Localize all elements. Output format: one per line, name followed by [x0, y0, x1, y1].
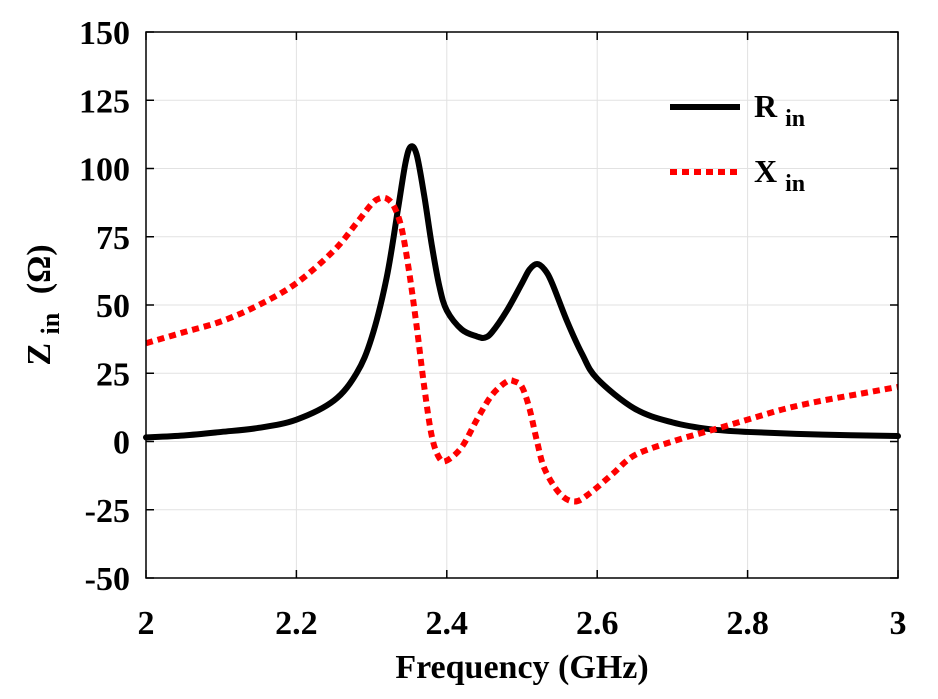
y-axis-label: Z in (Ω) [21, 244, 67, 365]
y-tick-label: 25 [96, 356, 130, 393]
x-tick-label: 2.8 [726, 605, 769, 642]
x-axis-label: Frequency (GHz) [395, 649, 648, 686]
y-axis-label-subscript: in [36, 312, 65, 334]
y-tick-label: 100 [79, 152, 130, 189]
legend-label-rin-sub: in [785, 106, 805, 132]
y-tick-label: -25 [85, 493, 130, 530]
legend-label-rin-main: R [754, 88, 778, 124]
y-tick-label: 0 [113, 425, 130, 462]
y-tick-label: -50 [85, 561, 130, 598]
x-tick-label: 2.6 [576, 605, 619, 642]
x-tick-label: 2 [138, 605, 155, 642]
y-axis-ticks: -50 -25 0 25 50 75 100 125 150 [79, 15, 898, 598]
y-tick-label: 150 [79, 15, 130, 52]
series-line-xin [145, 194, 899, 505]
x-tick-label: 2.4 [426, 605, 469, 642]
y-axis-label-main: Z [21, 343, 58, 366]
series-line-rin [143, 143, 901, 441]
x-tick-label: 2.2 [275, 605, 318, 642]
legend-label-xin: X in [754, 153, 805, 197]
series-lines [143, 143, 901, 505]
legend: R in X in [670, 88, 805, 197]
legend-label-xin-sub: in [785, 171, 805, 197]
y-tick-label: 125 [79, 83, 130, 120]
x-tick-label: 3 [890, 605, 907, 642]
y-tick-label: 75 [96, 220, 130, 257]
y-tick-label: 50 [96, 288, 130, 325]
y-axis-label-unit: (Ω) [21, 244, 58, 294]
legend-label-xin-main: X [754, 153, 777, 189]
x-axis-ticks: 2 2.2 2.4 2.6 2.8 3 [138, 32, 907, 642]
legend-label-rin: R in [754, 88, 805, 132]
